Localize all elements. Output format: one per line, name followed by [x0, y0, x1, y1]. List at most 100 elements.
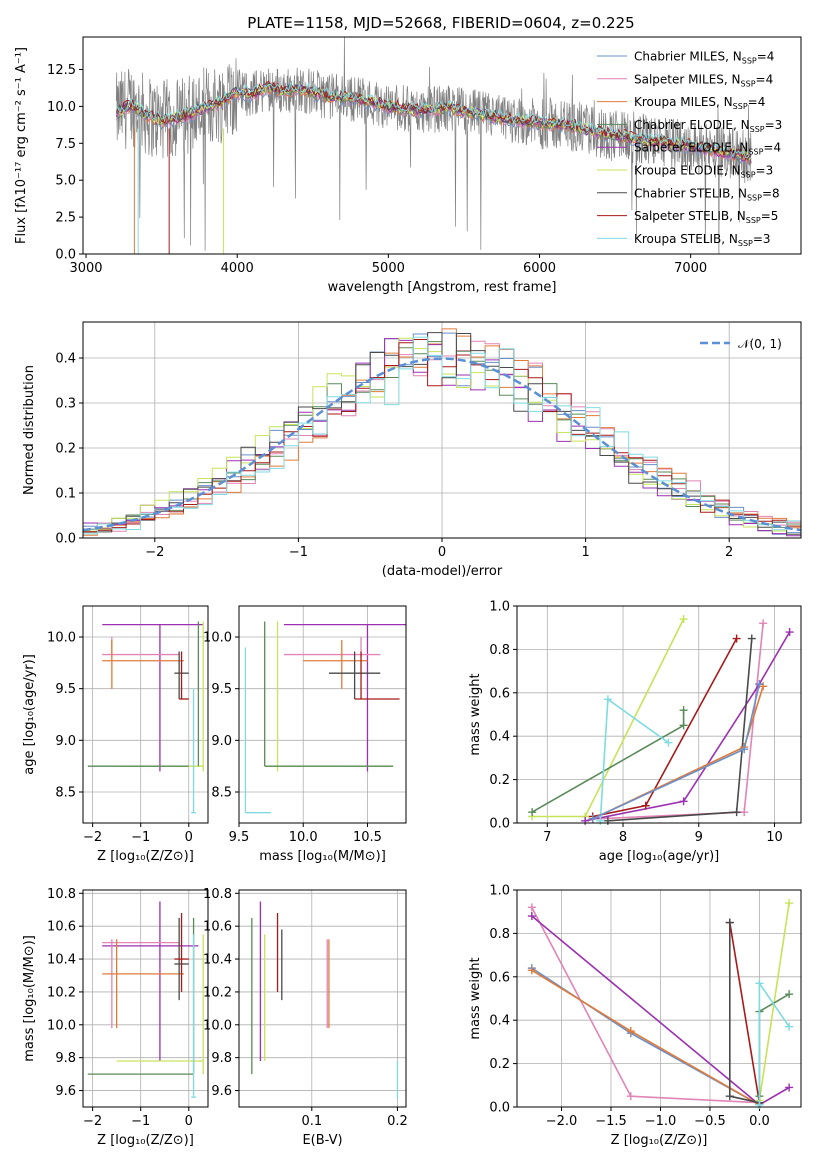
residuals-ytick-label: 0.0 — [55, 532, 76, 547]
ageZ-frame — [82, 605, 209, 824]
mwAge-ytick-label: 0.8 — [489, 643, 510, 658]
residuals-xtick-label: −2 — [145, 545, 164, 560]
ageM-xtick-label: 10.0 — [289, 830, 318, 845]
ageZ-xtick-label: 0 — [185, 830, 193, 845]
legend-entry: 𝒩(0, 1) — [738, 337, 782, 351]
mwAge-point-marker — [528, 808, 537, 817]
residual-histogram — [83, 336, 801, 537]
mwAge-ytick-label: 1.0 — [489, 600, 510, 615]
spectrum-ytick-label: 10.0 — [47, 100, 76, 115]
mwAge-ylabel: mass weight — [468, 673, 483, 755]
mwAge-point-marker — [755, 680, 764, 689]
spectrum-frame — [82, 36, 802, 255]
mwZ-point-marker — [725, 918, 734, 927]
mwAge-point-marker — [679, 797, 688, 806]
mwAge-xlabel: age [log₁₀(age/yr)] — [599, 849, 720, 864]
mwAge-point-marker — [588, 814, 597, 823]
ageZ-ytick-label: 9.0 — [55, 734, 76, 749]
mwZ-point-marker — [755, 979, 764, 988]
mwAge-ytick-label: 0.2 — [489, 773, 510, 788]
mwAge-point-marker — [679, 615, 688, 624]
spectrum-ytick-label: 2.5 — [55, 211, 76, 226]
massE-ytick-label: 10.0 — [203, 1018, 232, 1033]
residuals-xtick-label: −1 — [289, 545, 308, 560]
ageZ-xlabel: Z [log₁₀(Z/Z⊙)] — [97, 849, 194, 864]
mwZ-ytick-label: 0.8 — [489, 927, 510, 942]
legend-entry: Salpeter STELIB, NSSP=5 — [634, 209, 778, 225]
mwZ-point-marker — [626, 1092, 635, 1101]
massE-ytick-label: 10.8 — [203, 887, 232, 902]
residuals-frame — [82, 321, 802, 539]
residuals-legend: 𝒩(0, 1) — [700, 337, 782, 351]
mwZ-series-line — [729, 922, 761, 1103]
mwAge-point-marker — [747, 634, 756, 643]
massZ-ytick-label: 10.8 — [47, 887, 76, 902]
mwZ-series-line — [531, 907, 760, 1104]
mwZ-ylabel: mass weight — [468, 957, 483, 1039]
mwAge-point-marker — [732, 808, 741, 817]
mwAge-point-marker — [785, 628, 794, 637]
mwAge-xtick-label: 10 — [766, 830, 783, 845]
chart-title: PLATE=1158, MJD=52668, FIBERID=0604, z=0… — [247, 14, 634, 32]
massE-frame — [238, 889, 407, 1108]
ageZ-ylabel: age [log₁₀(age/yr)] — [22, 654, 37, 775]
spectrum-xlabel: wavelength [Angstrom, rest frame] — [328, 280, 557, 295]
spectrum-model-line — [116, 81, 752, 159]
massZ-ytick-label: 9.6 — [55, 1084, 76, 1099]
legend-entry: Chabrier MILES, NSSP=4 — [634, 50, 774, 66]
mwZ-xtick-label: 0.0 — [749, 1114, 770, 1129]
mwAge-point-marker — [740, 808, 749, 817]
massZ-xlabel: Z [log₁₀(Z/Z⊙)] — [97, 1133, 194, 1148]
mwAge-xtick-label: 8 — [619, 830, 627, 845]
mwAge-point-marker — [641, 801, 650, 810]
legend-entry: Kroupa ELODIE, NSSP=3 — [634, 164, 773, 180]
ageM-ytick-label: 10.0 — [203, 631, 232, 646]
spectrum-model-line — [116, 80, 752, 161]
legend-entry: Salpeter ELODIE, NSSP=4 — [634, 141, 781, 157]
mwZ-frame — [516, 889, 802, 1108]
massE-ytick-label: 10.2 — [203, 985, 232, 1000]
massE-xtick-label: 0.2 — [387, 1114, 408, 1129]
spectrum-xtick-label: 3000 — [69, 261, 102, 276]
massE-ytick-label: 10.4 — [203, 953, 232, 968]
legend-entry: Salpeter MILES, NSSP=4 — [634, 72, 773, 88]
massZ-ytick-label: 10.0 — [47, 1018, 76, 1033]
mwZ-xtick-label: −2.0 — [546, 1114, 578, 1129]
residuals-ytick-label: 0.2 — [55, 442, 76, 457]
ageM-ytick-label: 9.0 — [211, 734, 232, 749]
residuals-plot-area — [83, 328, 801, 537]
mwZ-point-marker — [785, 990, 794, 999]
residuals-xtick-label: 1 — [581, 545, 589, 560]
massE-xlabel: E(B-V) — [302, 1133, 342, 1148]
mwZ-xlabel: Z [log₁₀(Z/Z⊙)] — [611, 1133, 708, 1148]
gaussian-curve — [83, 357, 801, 532]
mwZ-point-marker — [527, 966, 536, 975]
mwZ-ytick-label: 0.6 — [489, 970, 510, 985]
massE-ytick-label: 9.8 — [211, 1051, 232, 1066]
mwAge-point-marker — [679, 721, 688, 730]
mwZ-point-marker — [785, 1022, 794, 1031]
mwZ-xtick-label: −0.5 — [694, 1114, 726, 1129]
mwAge-frame — [516, 605, 802, 824]
massZ-ylabel: mass [log₁₀(M/M⊙)] — [22, 935, 37, 1062]
spectrum-ytick-label: 12.5 — [47, 63, 76, 78]
mwZ-series-line — [758, 902, 790, 1101]
mwAge-point-marker — [581, 816, 590, 825]
mwAge-series-line — [599, 697, 669, 821]
spectrum-xtick-label: 4000 — [221, 261, 254, 276]
legend-entry: Kroupa MILES, NSSP=4 — [634, 95, 765, 111]
ageM-xtick-label: 10.5 — [353, 830, 382, 845]
spectrum-xtick-label: 6000 — [523, 261, 556, 276]
mwZ-point-marker — [785, 1083, 794, 1092]
residuals-ylabel: Normed distribution — [22, 365, 37, 495]
mwZ-point-marker — [527, 912, 536, 921]
massZ-ytick-label: 10.2 — [47, 985, 76, 1000]
ageZ-xtick-label: −2 — [83, 830, 102, 845]
mwZ-point-marker — [527, 903, 536, 912]
ageZ-xtick-label: −1 — [131, 830, 150, 845]
massZ-ytick-label: 9.8 — [55, 1051, 76, 1066]
spectrum-ytick-label: 7.5 — [55, 137, 76, 152]
residuals-ytick-label: 0.3 — [55, 397, 76, 412]
residuals-ytick-label: 0.1 — [55, 487, 76, 502]
